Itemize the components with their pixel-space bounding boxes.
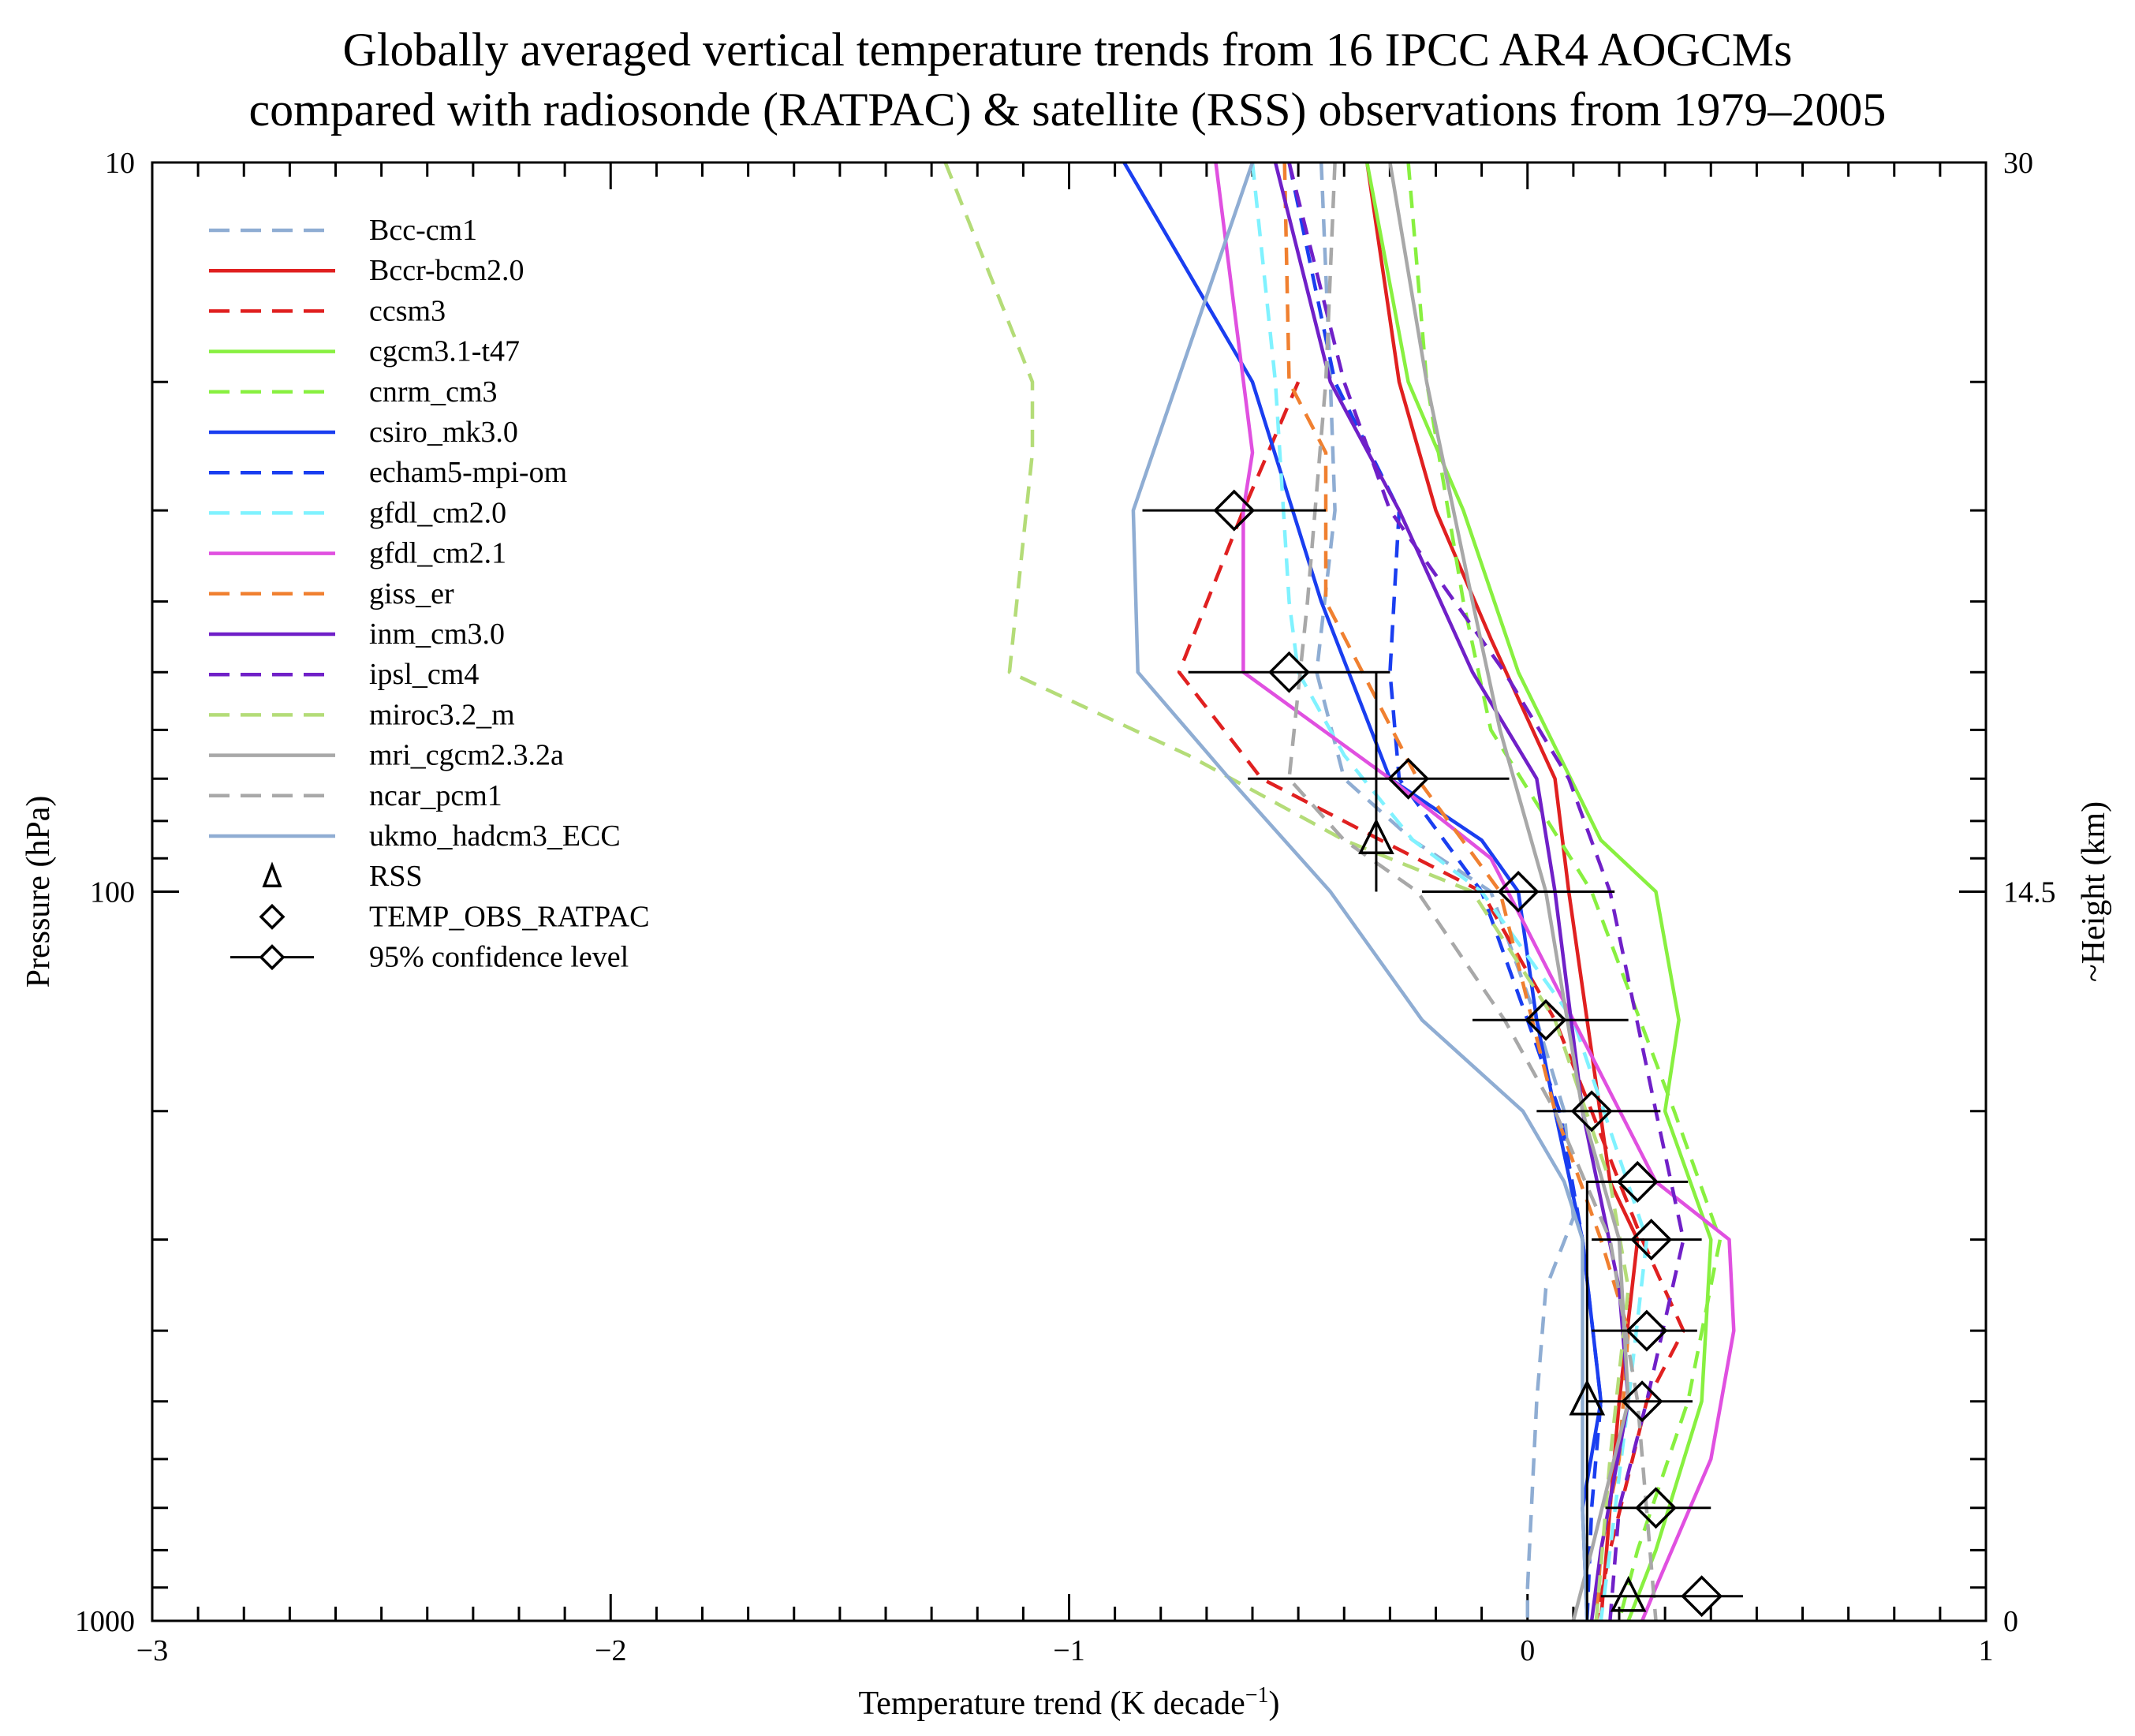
- ratpac-diamond: [1630, 1219, 1673, 1261]
- y2-axis-title: ~Height (km): [2076, 801, 2112, 982]
- legend-label: ukmo_hadcm3_ECC: [369, 819, 621, 853]
- ratpac-diamond: [1570, 1090, 1613, 1133]
- plot-frame: [151, 161, 1988, 1622]
- legend-label: Bccr-bcm2.0: [369, 254, 524, 287]
- series-line-Bccr-bcm2.0: [1365, 162, 1640, 1622]
- y2-tick-label: 14.5: [2003, 876, 2056, 909]
- ratpac-diamond: [1626, 1309, 1668, 1352]
- legend-label: TEMP_OBS_RATPAC: [369, 900, 650, 933]
- x-axis-title: Temperature trend (K decade−1): [858, 1683, 1279, 1723]
- rss-triangle: [1358, 818, 1394, 854]
- series-line-Bcc-cm1: [1315, 162, 1576, 1621]
- ratpac-diamond: [1213, 489, 1256, 532]
- ratpac-diamond: [1268, 651, 1310, 693]
- series-line-miroc3.2_m: [943, 162, 1630, 1622]
- legend-label: cgcm3.1-t47: [369, 335, 520, 368]
- axis-ticks: [151, 161, 1988, 1622]
- series-line-cgcm3.1-t47: [1365, 162, 1713, 1622]
- x-tick-label: 0: [1520, 1634, 1535, 1667]
- ratpac-diamond: [1387, 757, 1430, 800]
- y-tick-label: 10: [105, 147, 135, 180]
- legend-label: mri_cgcm2.3.2a: [369, 739, 564, 772]
- legend-label: ipsl_cm4: [369, 658, 479, 691]
- legend-label: 95% confidence level: [369, 941, 629, 974]
- legend-label: gfdl_cm2.0: [369, 496, 506, 529]
- rss-triangle: [1569, 1379, 1606, 1416]
- y2-tick-label: 30: [2003, 147, 2033, 180]
- y2-tick-label: 0: [2003, 1605, 2018, 1638]
- y-tick-label: 100: [90, 876, 135, 909]
- legend-label: ccsm3: [369, 294, 446, 327]
- series-line-ukmo_hadcm3_ECC: [1131, 162, 1589, 1622]
- legend-label: ncar_pcm1: [369, 779, 502, 812]
- x-tick-label: −2: [595, 1634, 626, 1667]
- y-axis-title: Pressure (hPa): [21, 796, 57, 988]
- rss-triangle: [1610, 1575, 1647, 1612]
- legend: Bcc-cm1 Bccr-bcm2.0 ccsm3 cgcm3.1-t47 cnrm_c…: [209, 214, 650, 974]
- rss-layer-bracket: [1585, 1180, 1651, 1621]
- legend-label: echam5-mpi-om: [369, 456, 567, 489]
- x-tick-label: 1: [1979, 1634, 1994, 1667]
- x-tick-label: −1: [1053, 1634, 1084, 1667]
- ratpac-diamond: [1497, 871, 1540, 913]
- ratpac-diamond: [1621, 1380, 1663, 1423]
- observation-markers: [1142, 489, 1743, 1621]
- legend-label: cnrm_cm3: [369, 375, 498, 409]
- legend-label: Bcc-cm1: [369, 214, 477, 247]
- series-line-mri_cgcm2.3.2a: [1388, 162, 1630, 1622]
- y-tick-label: 1000: [75, 1605, 135, 1638]
- x-tick-label: −3: [136, 1634, 168, 1667]
- ratpac-diamond: [1681, 1575, 1723, 1618]
- legend-label: RSS: [369, 860, 423, 893]
- legend-label: giss_er: [369, 577, 454, 610]
- ratpac-diamond: [1635, 1487, 1677, 1529]
- chart-title-line-2: compared with radiosonde (RATPAC) & sate…: [248, 84, 1887, 136]
- legend-ratpac-diamond: [259, 903, 286, 930]
- legend-label: inm_cm3.0: [369, 618, 505, 651]
- ratpac-diamond: [1616, 1160, 1659, 1203]
- ratpac-diamond: [1525, 999, 1567, 1041]
- legend-rss-triangle: [262, 861, 282, 887]
- legend-label: csiro_mk3.0: [369, 416, 518, 449]
- legend-label: miroc3.2_m: [369, 698, 515, 731]
- chart-title-line-1: Globally averaged vertical temperature t…: [342, 24, 1793, 76]
- legend-ci-diamond: [259, 944, 286, 971]
- legend-label: gfdl_cm2.1: [369, 537, 506, 570]
